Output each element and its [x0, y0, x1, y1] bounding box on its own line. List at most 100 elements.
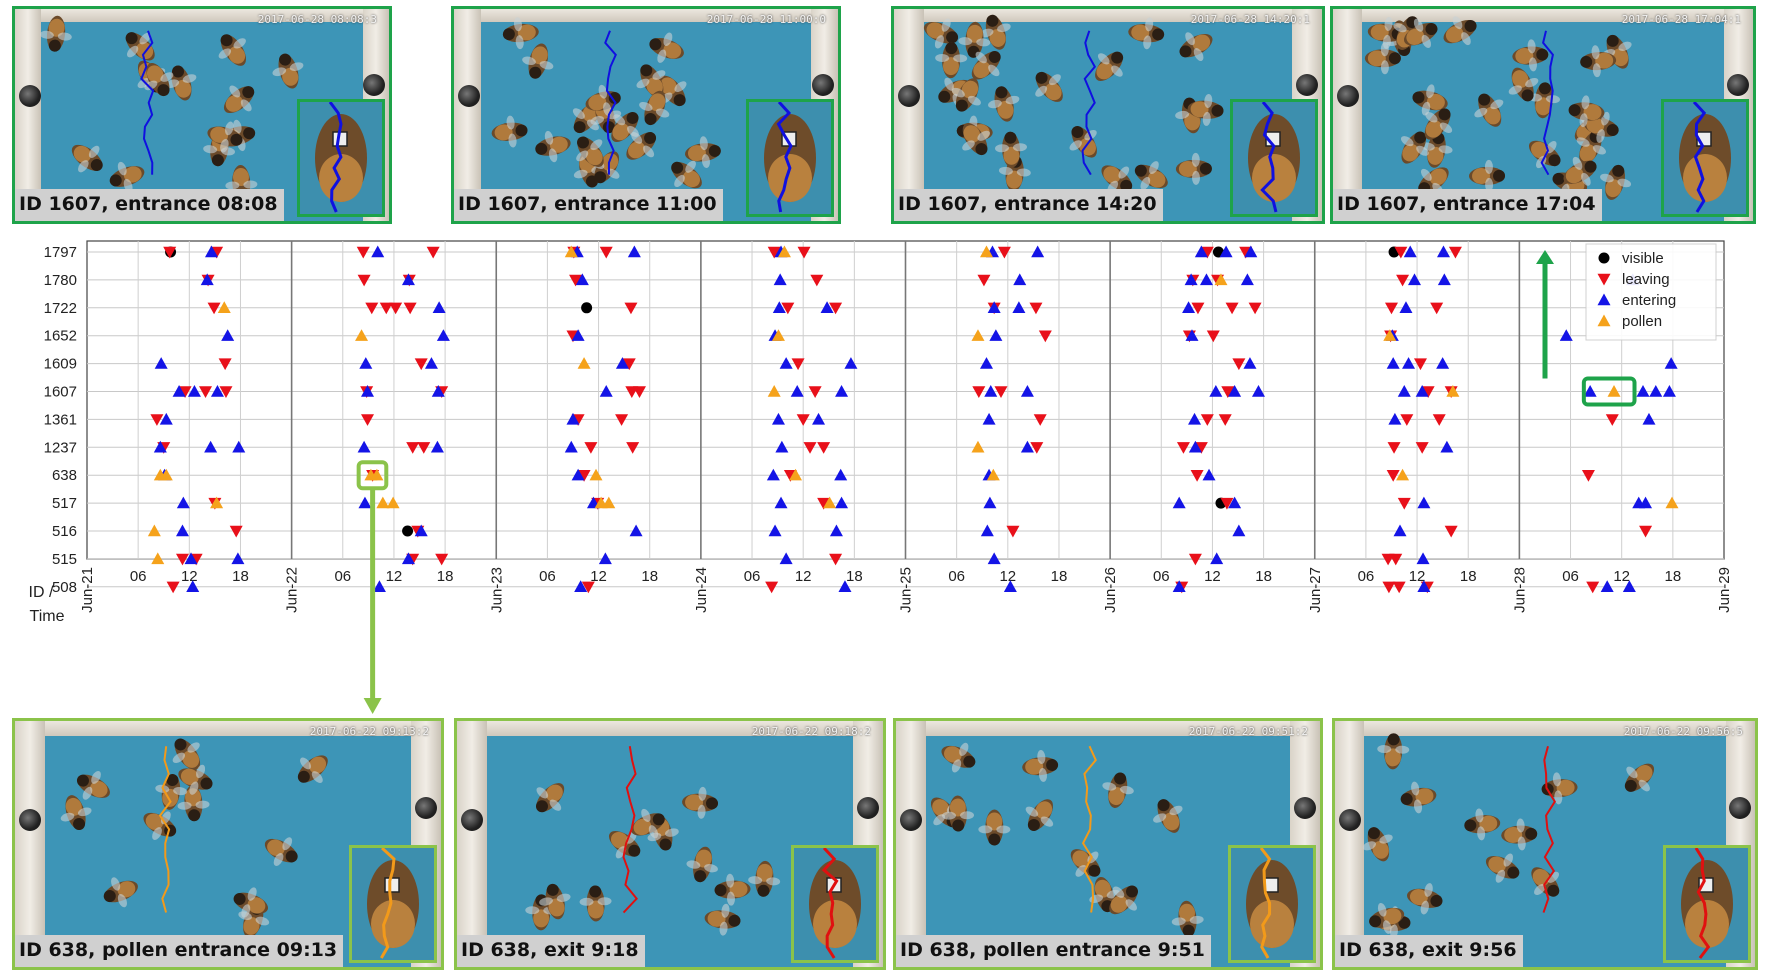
- pollen-marker: [594, 496, 608, 509]
- leaving-marker: [166, 581, 180, 594]
- pollen-marker: [1383, 329, 1397, 341]
- zoom-inset: [1230, 99, 1318, 217]
- entering-marker: [566, 412, 580, 425]
- bees-image: [60, 738, 328, 938]
- legend-marker-leaving: [1597, 273, 1611, 286]
- entering-marker: [771, 412, 785, 425]
- leaving-marker: [829, 302, 843, 315]
- entering-marker: [1012, 301, 1026, 313]
- leaving-marker: [1188, 553, 1202, 566]
- y-tick-label: 1797: [44, 244, 77, 261]
- leaving-marker: [1444, 525, 1458, 538]
- x-day-tick-label: Jun-27: [1307, 567, 1324, 613]
- entering-marker: [1020, 440, 1034, 453]
- leaving-marker: [1030, 442, 1044, 454]
- entering-marker: [1240, 273, 1254, 286]
- hive-frame-left: [896, 721, 926, 967]
- pollen-marker: [564, 245, 578, 258]
- visible-marker: [402, 525, 414, 537]
- leaving-marker: [808, 386, 822, 398]
- bees-image: [1362, 733, 1655, 939]
- zoom-inset: [1663, 845, 1751, 963]
- leaving-marker: [1194, 442, 1208, 454]
- entering-marker: [979, 357, 993, 369]
- leaving-marker: [1384, 302, 1398, 315]
- entering-marker: [1417, 496, 1431, 509]
- entering-marker: [1399, 301, 1413, 313]
- top-photo-panel-3: 2017-06-28 14:20:1 ID 1607, entrance 14:2…: [891, 6, 1325, 224]
- x-day-tick-label: Jun-25: [898, 567, 915, 613]
- x-hour-tick-label: 06: [334, 568, 351, 585]
- pollen-marker: [771, 329, 785, 341]
- highlight-box: [1581, 376, 1637, 407]
- photo-timestamp: 2017-06-28 17:04:1: [1621, 13, 1741, 26]
- leaving-marker: [1392, 581, 1406, 594]
- y-tick-label: 515: [52, 551, 77, 568]
- leaving-marker: [1448, 246, 1462, 259]
- legend-marker-visible: [1598, 252, 1610, 264]
- entering-marker: [1622, 580, 1636, 592]
- leaving-marker: [817, 442, 831, 454]
- pollen-marker: [376, 496, 390, 509]
- leaving-marker: [229, 525, 243, 538]
- x-hour-tick-label: 06: [539, 568, 556, 585]
- y-tick-label: 1607: [44, 384, 77, 401]
- entering-marker: [989, 329, 1003, 341]
- entering-marker: [844, 357, 858, 369]
- entering-marker: [1188, 440, 1202, 453]
- pollen-marker: [971, 440, 985, 453]
- pollen-marker: [979, 245, 993, 258]
- x-hour-tick-label: 12: [590, 568, 607, 585]
- leaving-marker: [389, 302, 403, 315]
- leaving-marker: [584, 442, 598, 454]
- entering-marker: [564, 440, 578, 453]
- entering-marker: [1600, 580, 1614, 592]
- entering-marker: [172, 385, 186, 397]
- leaving-marker: [417, 442, 431, 454]
- leaving-marker: [1029, 302, 1043, 315]
- y-tick-label: 1780: [44, 272, 77, 289]
- leaving-marker: [1430, 302, 1444, 315]
- entering-marker: [983, 496, 997, 509]
- entering-marker: [159, 412, 173, 425]
- entering-marker: [210, 385, 224, 397]
- x-hour-tick-label: 12: [386, 568, 403, 585]
- entering-marker: [627, 245, 641, 258]
- pollen-marker: [1214, 273, 1228, 286]
- entering-marker: [575, 273, 589, 286]
- pollen-marker: [210, 496, 224, 509]
- top-photo-panel-1: 2017-06-28 08:08:3 ID 1607, entrance 08:0…: [12, 6, 392, 224]
- entering-marker: [774, 496, 788, 509]
- entering-marker: [835, 496, 849, 509]
- entering-marker: [629, 524, 643, 537]
- leaving-marker: [1639, 525, 1653, 538]
- entering-marker: [987, 552, 1001, 565]
- entering-marker: [1415, 385, 1429, 397]
- leaving-marker: [791, 358, 805, 371]
- x-hour-tick-label: 06: [1562, 568, 1579, 585]
- zoom-inset: [297, 99, 385, 217]
- leaving-marker: [178, 386, 192, 398]
- screw-icon: [1294, 796, 1316, 819]
- x-hour-tick-label: 18: [232, 568, 249, 585]
- leaving-marker: [403, 302, 417, 315]
- leaving-marker: [1415, 442, 1429, 454]
- photo-timestamp: 2017-06-22 09:51:2: [1188, 725, 1308, 738]
- bees-image: [525, 746, 781, 936]
- hive-frame-left: [15, 9, 42, 221]
- screw-icon: [900, 809, 922, 832]
- screw-icon: [812, 74, 834, 97]
- entering-marker: [175, 524, 189, 537]
- entering-marker: [779, 357, 793, 369]
- entering-marker: [790, 385, 804, 397]
- y-axis-label-time: Time: [30, 608, 65, 625]
- leaving-marker: [426, 246, 440, 259]
- leaving-marker: [1191, 302, 1205, 315]
- leaving-marker: [1206, 330, 1220, 343]
- leaving-marker: [977, 274, 991, 287]
- leaving-marker: [1421, 386, 1435, 398]
- entering-marker: [1228, 496, 1242, 509]
- entering-marker: [184, 552, 198, 565]
- leaving-marker: [577, 470, 591, 482]
- legend-label: entering: [1622, 292, 1676, 309]
